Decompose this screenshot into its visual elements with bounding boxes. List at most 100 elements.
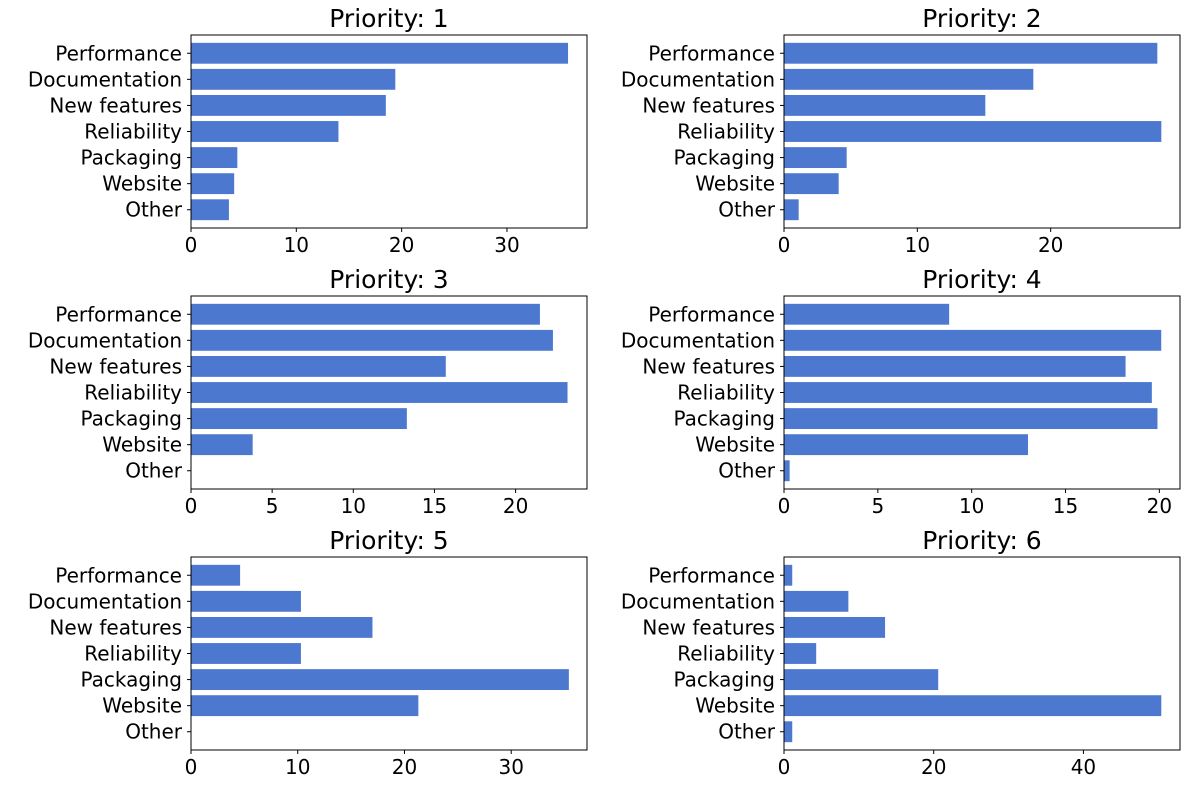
bar-documentation [784, 329, 1162, 351]
bar-reliability [191, 643, 301, 664]
y-tick-label: Performance [55, 41, 182, 65]
y-tick-label: Website [102, 694, 182, 718]
y-tick-label: Other [125, 459, 183, 483]
bar-website [191, 695, 419, 717]
bar-reliability [784, 121, 1162, 142]
y-tick-label: Website [695, 694, 775, 718]
x-tick-label: 40 [1071, 755, 1096, 779]
y-tick-label: Packaging [673, 668, 775, 692]
x-tick-label: 10 [341, 494, 366, 518]
bar-other [784, 460, 790, 482]
x-tick-label: 10 [905, 233, 930, 257]
y-tick-label: Packaging [673, 146, 775, 170]
subplot-title: Priority: 1 [329, 4, 448, 33]
axes-frame [783, 34, 1181, 229]
y-tick-label: Packaging [80, 668, 182, 692]
x-tick-label: 10 [959, 494, 984, 518]
y-tick-label: Performance [648, 563, 775, 587]
bar-performance [191, 42, 569, 64]
x-tick-label: 15 [422, 494, 447, 518]
y-tick-label: Website [695, 172, 775, 196]
y-tick-label: New features [49, 93, 182, 117]
bar-documentation [784, 590, 849, 612]
bar-documentation [191, 329, 553, 351]
x-tick-label: 0 [778, 233, 791, 257]
axes-frame [190, 556, 588, 751]
x-tick-label: 20 [389, 233, 414, 257]
bar-other [784, 199, 799, 221]
x-tick-label: 30 [498, 755, 523, 779]
x-tick-label: 30 [494, 233, 519, 257]
subplot-title: Priority: 5 [329, 526, 448, 555]
bar-website [784, 434, 1028, 456]
bar-other [191, 199, 229, 221]
bar-packaging [784, 669, 939, 691]
bar-new-features [784, 355, 1126, 377]
y-tick-label: Documentation [621, 328, 775, 352]
y-tick-label: Other [718, 720, 776, 744]
y-tick-label: Packaging [80, 146, 182, 170]
y-tick-label: Performance [648, 302, 775, 326]
bar-new-features [191, 94, 386, 116]
bar-new-features [191, 355, 446, 377]
y-tick-label: Website [695, 433, 775, 457]
x-tick-label: 0 [778, 494, 791, 518]
axes-frame [783, 556, 1181, 751]
y-tick-label: Documentation [28, 67, 182, 91]
bar-performance [191, 303, 540, 325]
bar-reliability [784, 643, 817, 664]
bar-packaging [191, 669, 569, 691]
y-tick-label: Documentation [28, 589, 182, 613]
bar-documentation [784, 68, 1034, 90]
y-tick-label: Documentation [28, 328, 182, 352]
bar-packaging [191, 147, 238, 169]
y-tick-label: Packaging [80, 407, 182, 431]
subplot-title: Priority: 2 [922, 4, 1041, 33]
y-tick-label: Website [102, 433, 182, 457]
bar-performance [784, 564, 793, 586]
y-tick-label: Documentation [621, 589, 775, 613]
bar-new-features [784, 616, 886, 638]
x-tick-label: 20 [1147, 494, 1172, 518]
x-tick-label: 0 [185, 755, 198, 779]
subplot-title: Priority: 4 [922, 265, 1041, 294]
bar-packaging [191, 408, 407, 430]
x-tick-label: 15 [1053, 494, 1078, 518]
y-tick-label: New features [49, 615, 182, 639]
y-tick-label: Reliability [84, 642, 182, 666]
x-tick-label: 10 [285, 755, 310, 779]
y-tick-label: Reliability [84, 381, 182, 405]
axes-frame [783, 295, 1181, 490]
y-tick-label: Other [718, 198, 776, 222]
x-tick-label: 20 [392, 755, 417, 779]
bar-documentation [191, 590, 301, 612]
x-tick-label: 20 [1038, 233, 1063, 257]
y-tick-label: New features [49, 354, 182, 378]
bar-website [784, 695, 1162, 717]
y-tick-label: Performance [55, 563, 182, 587]
bar-performance [191, 564, 241, 586]
bar-documentation [191, 68, 396, 90]
y-tick-label: Packaging [673, 407, 775, 431]
bar-reliability [784, 382, 1152, 403]
bar-website [191, 173, 235, 195]
bar-performance [784, 303, 950, 325]
x-tick-label: 5 [871, 494, 884, 518]
bar-new-features [191, 616, 373, 638]
y-tick-label: Documentation [621, 67, 775, 91]
subplot-title: Priority: 3 [329, 265, 448, 294]
bar-performance [784, 42, 1158, 64]
bar-other [784, 721, 793, 743]
y-tick-label: Reliability [677, 642, 775, 666]
y-tick-label: Performance [55, 302, 182, 326]
y-tick-label: New features [642, 93, 775, 117]
y-tick-label: Website [102, 172, 182, 196]
y-tick-label: Other [125, 198, 183, 222]
y-tick-label: Performance [648, 41, 775, 65]
axes-frame [190, 34, 588, 229]
